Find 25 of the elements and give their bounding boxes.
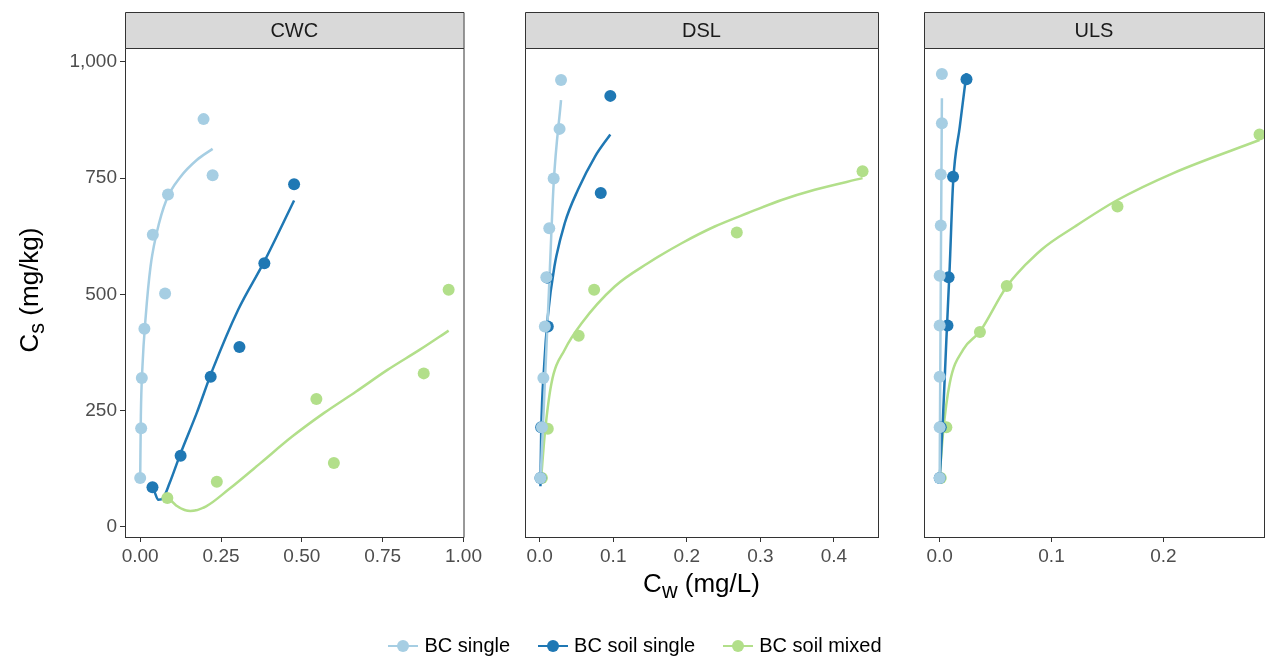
x-tick-label: 0.1 xyxy=(1038,544,1065,566)
x-tick-label: 0.0 xyxy=(926,544,953,566)
x-axis-title: C$_{w}$ (mg/L) xyxy=(643,568,760,605)
x-tick-label: 0.1 xyxy=(600,544,627,566)
x-tick-label: 0.00 xyxy=(121,544,159,566)
y-tick-label: 750 xyxy=(85,166,117,188)
chart-title: CWC xyxy=(270,18,319,41)
x-tick-label: 0.2 xyxy=(673,544,700,566)
x-tick-label: 0.25 xyxy=(202,544,240,566)
chart-title: ULS xyxy=(1074,18,1114,41)
x-tick-label: 0.50 xyxy=(283,544,321,566)
y-tick-label: 250 xyxy=(85,398,117,420)
x-tick-label: 0.2 xyxy=(1150,544,1177,566)
y-tick-label: 0 xyxy=(106,515,117,537)
y-tick-label: 1,000 xyxy=(69,50,117,72)
legend-label: BC soil mixed xyxy=(759,634,882,657)
legend-label: BC single xyxy=(424,634,511,657)
legend-label: BC soil single xyxy=(574,634,696,657)
x-tick-label: 0.4 xyxy=(820,544,848,566)
y-tick-label: 500 xyxy=(85,282,117,304)
x-tick-label: 0.0 xyxy=(526,544,553,566)
x-tick-label: 0.75 xyxy=(364,544,402,566)
chart-title: DSL xyxy=(682,18,721,41)
x-tick-label: 0.3 xyxy=(747,544,774,566)
x-tick-label: 1.00 xyxy=(445,544,482,566)
